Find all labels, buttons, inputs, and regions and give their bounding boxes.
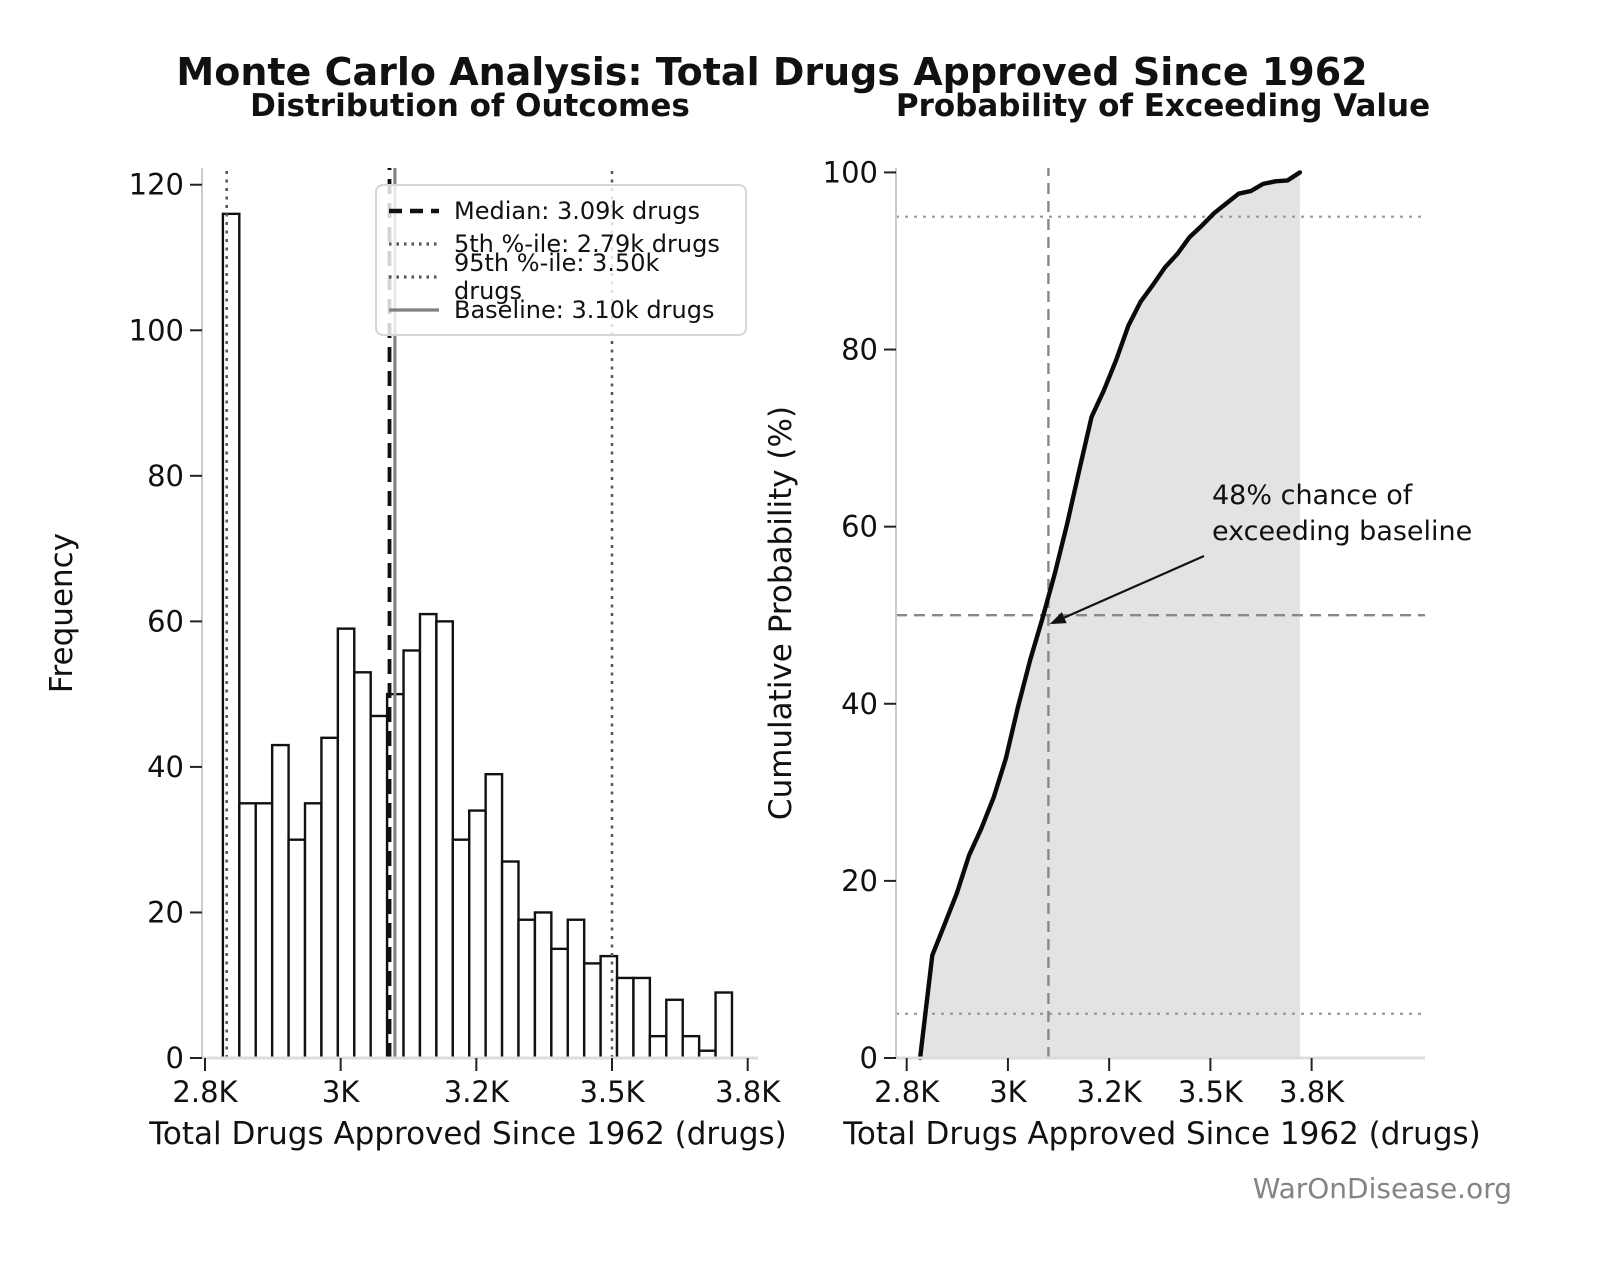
legend-item-label: 95th %-ile: 3.50k drugs [453, 248, 660, 305]
histogram-bar [550, 947, 569, 1060]
cdf-plot: 2.8K 3K 3.2K 3.5K 3.8K 0 20 40 60 80 100 [823, 155, 1346, 1109]
histogram-bar [681, 1034, 701, 1060]
y-tick-label: 100 [823, 155, 878, 189]
y-tick-label: 20 [841, 864, 878, 898]
cdf-title: Probability of Exceeding Value [895, 88, 1431, 124]
histogram-bar [254, 802, 274, 1060]
legend-item-label: Median: 3.09k drugs [454, 196, 701, 225]
histogram-bar [500, 860, 520, 1060]
histogram-bar [714, 991, 734, 1060]
histogram-bar [484, 772, 504, 1060]
annotation-text-line2: exceeding baseline [1212, 516, 1473, 547]
legend-item-label: 5th %-ile: 2.79k drugs [454, 229, 720, 258]
x-tick-label: 3K [989, 1075, 1027, 1109]
histogram-bar [303, 802, 323, 1060]
histogram-plot: 2.8K 3K 3.2K 3.5K 3.8K 0 20 40 60 80 100 120 [129, 168, 782, 1109]
annotation-text-line1: 48% chance of [1212, 480, 1413, 511]
histogram-bar [599, 954, 619, 1060]
y-tick-label: 120 [129, 168, 184, 202]
histogram-bar [468, 809, 487, 1060]
histogram-bar [566, 918, 586, 1060]
histogram-bar [582, 962, 602, 1060]
legend: Median: 3.09k drugs 5th %-ile: 2.79k drug… [375, 184, 747, 336]
histogram-y-axis-label: Frequency [44, 532, 80, 694]
histogram-bar [418, 612, 438, 1060]
x-tick-label: 3.2K [1077, 1075, 1143, 1109]
legend-item: 5th %-ile: 2.79k drugs [387, 227, 735, 260]
y-tick-label: 60 [841, 510, 878, 544]
histogram-group [201, 168, 758, 1060]
y-tick-label: 0 [166, 1041, 184, 1075]
cdf-x-axis-label: Total Drugs Approved Since 1962 (drugs) [843, 1116, 1481, 1152]
y-tick-label: 80 [841, 333, 878, 367]
histogram-x-axis-label: Total Drugs Approved Since 1962 (drugs) [149, 1116, 787, 1152]
cdf-y-axis-label: Cumulative Probability (%) [763, 405, 799, 821]
histogram-bar [533, 911, 553, 1060]
histogram-bar [435, 620, 455, 1060]
histogram-bar [353, 671, 372, 1060]
y-tick-label: 100 [129, 313, 184, 347]
legend-item: 95th %-ile: 3.50k drugs [387, 249, 735, 305]
histogram-bar [287, 838, 307, 1060]
histogram-bar [369, 714, 389, 1060]
histogram-bar [238, 802, 257, 1060]
x-tick-label: 2.8K [874, 1075, 940, 1109]
figure-title: Monte Carlo Analysis: Total Drugs Approv… [176, 50, 1368, 94]
legend-item-label: Baseline: 3.10k drugs [454, 295, 715, 324]
legend-line-sample [389, 241, 439, 246]
histogram-bar [402, 649, 422, 1060]
x-tick-label: 3.5K [1178, 1075, 1244, 1109]
histogram-bar [615, 976, 635, 1060]
legend-line-sample [389, 208, 439, 213]
x-tick-label: 3.8K [715, 1075, 781, 1109]
y-tick-label: 0 [860, 1041, 878, 1075]
histogram-bar [632, 976, 652, 1060]
histogram-bar [336, 627, 356, 1060]
cdf-shade-area [920, 172, 1300, 1058]
histogram-bar [270, 743, 290, 1060]
legend-item: Median: 3.09k drugs [387, 194, 735, 227]
x-tick-label: 3.8K [1279, 1075, 1345, 1109]
annotation-arrowhead [1049, 612, 1067, 625]
cdf-group [895, 168, 1425, 1061]
histogram-bar [517, 918, 537, 1060]
cdf-curve [917, 170, 1303, 1061]
legend-line-sample [389, 307, 439, 312]
histogram-bar [648, 1034, 668, 1060]
x-tick-label: 3.2K [444, 1075, 510, 1109]
histogram-bar [221, 212, 241, 1060]
y-tick-label: 40 [147, 750, 184, 784]
histogram-bar [665, 998, 684, 1060]
x-tick-label: 3.5K [579, 1075, 645, 1109]
histogram-title: Distribution of Outcomes [250, 88, 690, 124]
x-tick-label: 2.8K [172, 1075, 238, 1109]
y-tick-label: 60 [147, 604, 184, 638]
footer-watermark: WarOnDisease.org [1252, 1172, 1512, 1205]
annotation-arrow [1063, 554, 1205, 619]
histogram-bar [320, 736, 340, 1060]
y-tick-label: 80 [147, 459, 184, 493]
histogram-bar [451, 838, 471, 1060]
y-tick-label: 20 [147, 895, 184, 929]
y-tick-label: 40 [841, 687, 878, 721]
x-tick-label: 3K [322, 1075, 360, 1109]
legend-line-sample [389, 274, 439, 279]
legend-item: Baseline: 3.10k drugs [387, 293, 735, 326]
